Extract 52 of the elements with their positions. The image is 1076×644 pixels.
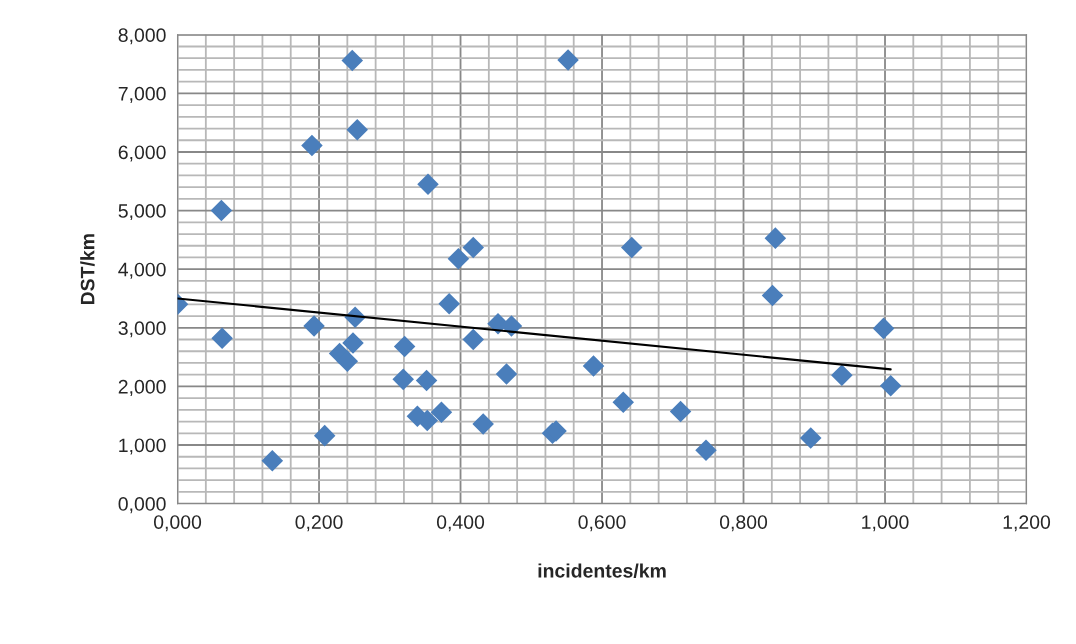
point [761,284,784,307]
point [438,293,460,315]
point [495,363,518,385]
point [342,332,364,354]
point [392,368,414,391]
x-tick-label: 0,000 [153,515,202,532]
point [393,335,416,358]
point [313,424,336,447]
point [346,118,368,141]
point [695,439,717,462]
point [462,236,485,259]
x-axis-title: incidentes/km [538,563,666,578]
point [620,236,643,259]
point [303,315,325,337]
y-tick-label: 4,000 [118,262,166,279]
y-tick-label: 8,000 [118,28,166,45]
x-tick-label: 0,200 [295,515,343,532]
x-tick-label: 1,000 [862,515,909,532]
point [415,369,438,392]
point [872,317,895,340]
point [430,401,453,423]
point [669,400,692,423]
y-axis-title: DST/km [80,234,95,305]
point [799,427,822,449]
y-tick-label: 3,000 [118,321,166,338]
point [500,315,523,337]
point [557,49,579,71]
point [472,413,494,435]
point [831,364,853,387]
x-tick-label: 0,600 [578,515,626,532]
x-tick-label: 0,800 [719,515,768,532]
point [210,199,233,222]
point [261,450,284,472]
x-tick-label: 0,400 [436,515,485,532]
point [447,247,470,270]
point [211,327,233,350]
y-tick-label: 6,000 [118,145,166,162]
point [341,49,364,72]
x-tick-label: 1,200 [1003,515,1051,532]
point [336,350,359,372]
y-tick-label: 5,000 [118,204,166,221]
point [462,328,485,351]
y-tick-label: 1,000 [119,438,166,455]
point [301,134,323,157]
point [417,173,439,195]
y-tick-label: 2,000 [118,379,166,396]
point [879,375,902,397]
point [612,391,634,413]
y-tick-label: 7,000 [118,86,166,103]
y-tick-label: 0,000 [118,497,166,514]
point [764,227,787,249]
point [582,355,605,377]
